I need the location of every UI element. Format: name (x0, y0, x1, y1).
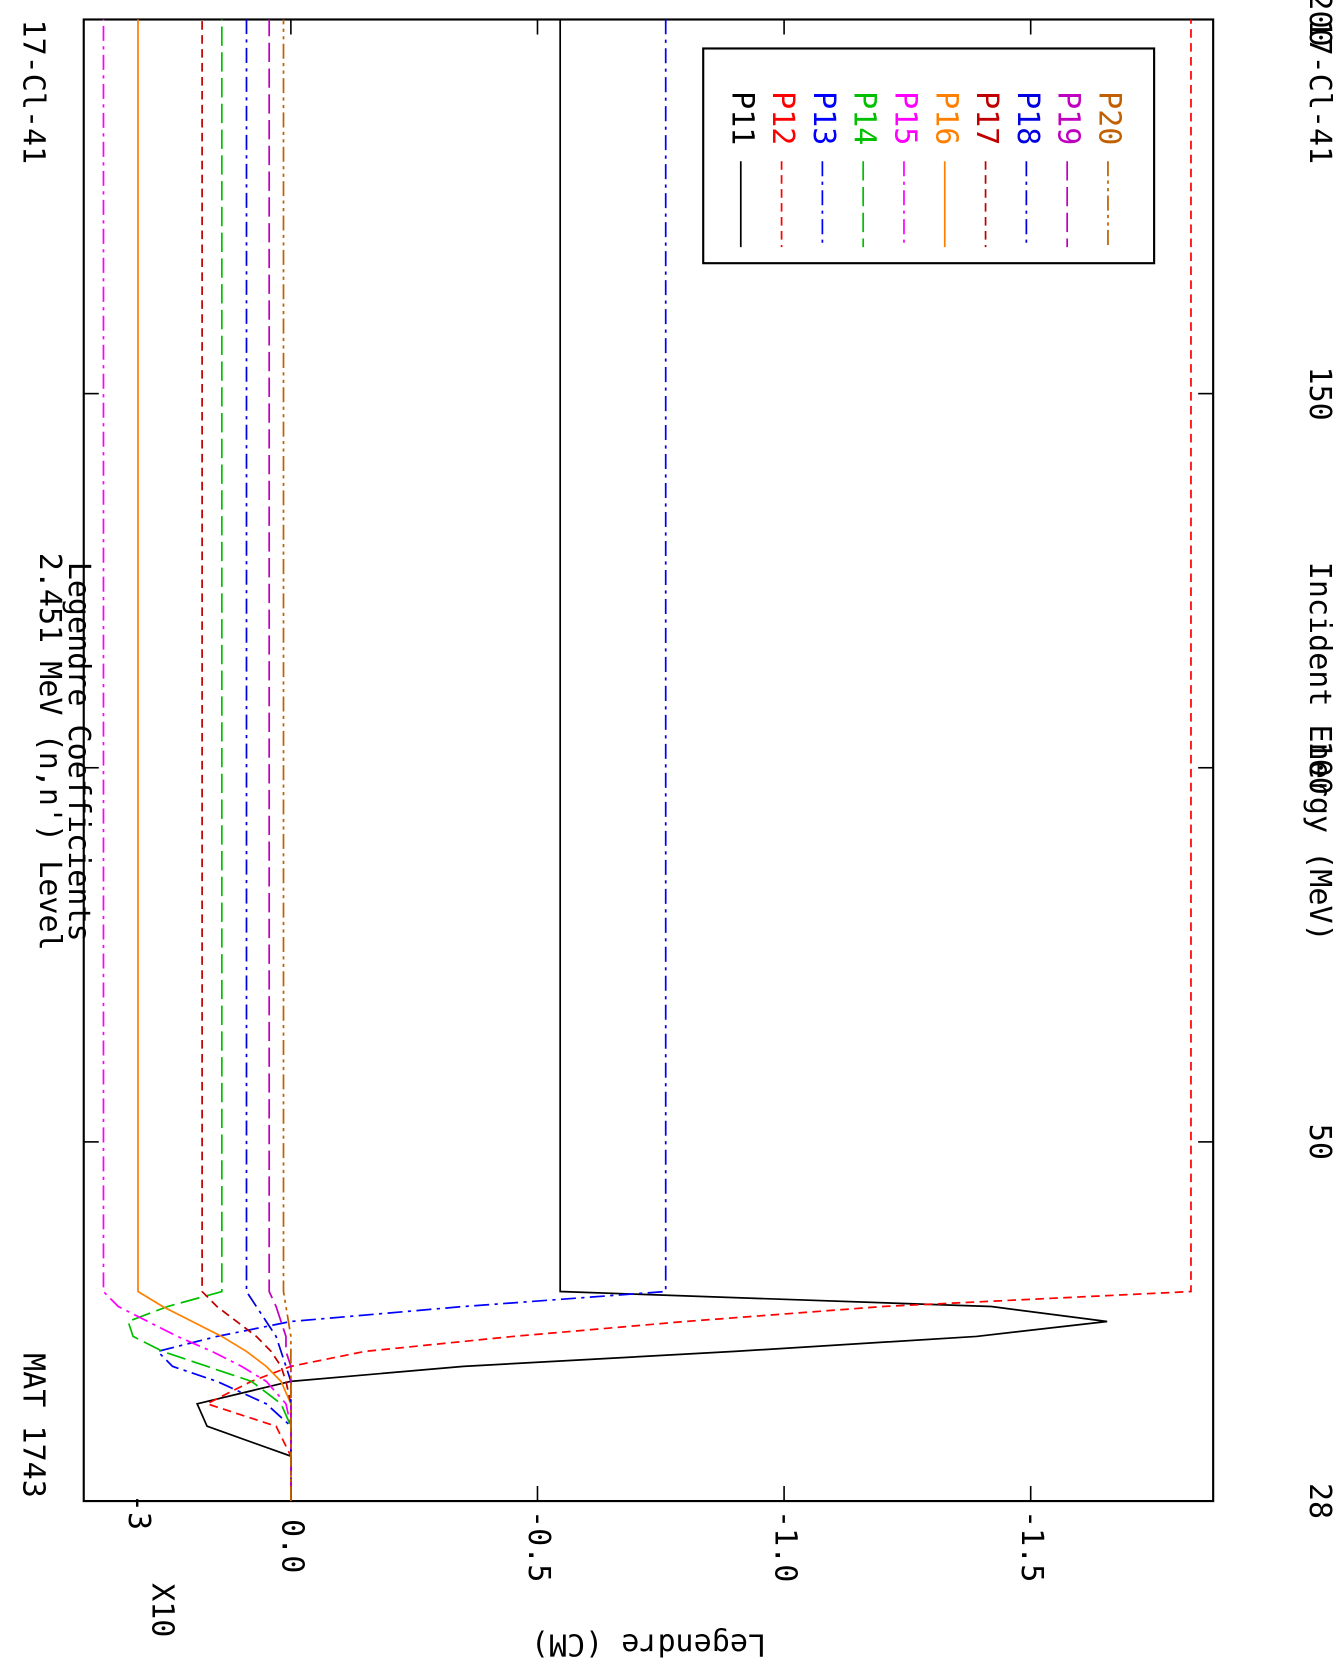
y-multiplier: X10 (145, 1583, 180, 1637)
chart-title: 2.451 MeV (n,n') Level (32, 553, 67, 951)
y-multiplier-exponent: -3 (121, 1494, 156, 1530)
series-line (156, 19, 667, 1502)
x-tick-label: 50 (1302, 1124, 1337, 1160)
x-tick-label: 28 (1302, 1483, 1337, 1519)
legend-label: P16 (928, 91, 963, 145)
plot-frame (82, 18, 1215, 1503)
y-axis-label: Legendre (CM) (531, 1626, 766, 1661)
legend-label: P15 (887, 91, 922, 145)
legend-label: P19 (1051, 91, 1086, 145)
material: 17-Cl-41 (16, 19, 51, 164)
legend-label: P17 (969, 91, 1004, 145)
series-line (127, 19, 292, 1502)
y-tick-label: -1.5 (1014, 1510, 1049, 1582)
x-axis-label: Incident Energy (MeV) (1302, 562, 1337, 942)
legend-label: P12 (765, 91, 800, 145)
y-tick-label: 0.0 (274, 1519, 309, 1573)
legend-label: P11 (724, 91, 759, 145)
material: 17-Cl-41 (1302, 19, 1337, 164)
x-tick-label: 100 (1302, 741, 1337, 795)
legend-label: P13 (806, 91, 841, 145)
series-line (268, 19, 292, 1502)
series-line (195, 19, 1108, 1502)
series-line (282, 19, 292, 1502)
legend-label: P18 (1010, 91, 1045, 145)
legend-label: P14 (847, 91, 882, 145)
y-tick-label: -1.0 (768, 1510, 803, 1582)
material-id: MAT 1743 (16, 1353, 51, 1498)
legend-box (702, 47, 1156, 265)
legend-label: P20 (1091, 91, 1126, 145)
y-tick-label: -0.5 (521, 1510, 556, 1582)
x-tick-label: 200 (1302, 0, 1337, 47)
chart-subtitle: Legendre Coefficients (61, 562, 96, 942)
series-line (204, 19, 1192, 1502)
x-tick-label: 150 (1302, 366, 1337, 420)
series-line (137, 19, 292, 1502)
series-line (102, 19, 292, 1502)
